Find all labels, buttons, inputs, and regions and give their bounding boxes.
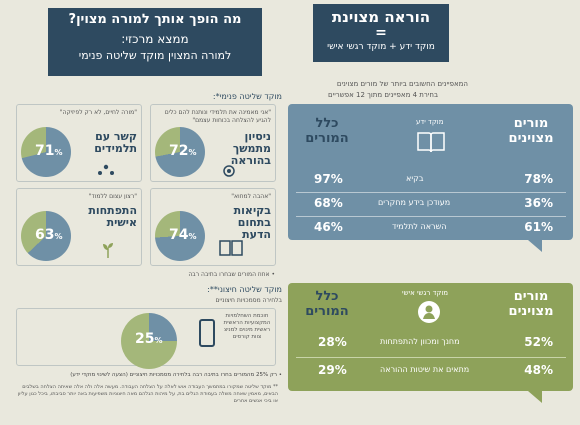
row-divider bbox=[296, 216, 566, 217]
external-description: חוכמת השחלמויות המקצועיות הראשית ראשית מ… bbox=[223, 313, 271, 340]
table-row: 78% בקיא 97% bbox=[288, 170, 573, 192]
internal-card-knowledge: "אהבה למחוא" בקיאות בתחום הדעת 74% bbox=[150, 188, 276, 266]
right-header: הוראה מצוינת = מוקד ידע + מוקד רגשי אישי bbox=[313, 4, 449, 62]
row-all-value: 97% bbox=[314, 172, 343, 186]
card-quote: "רצון עצום ללמוד" bbox=[88, 193, 137, 200]
table-row: 52% מחנך ומכוון להתפתחות 28% bbox=[288, 333, 573, 357]
pie-chart bbox=[121, 313, 177, 369]
card-percentage: 72% bbox=[169, 143, 197, 159]
gear-icon bbox=[221, 163, 237, 183]
table-row: 48% מתאים את שיטות ההוראה 29% bbox=[288, 361, 573, 385]
row-divider bbox=[296, 192, 566, 193]
row-excellent-value: 61% bbox=[524, 220, 553, 234]
knowledge-panel: מורים מצוינים כלל המורים מוקד ידע 78% בק… bbox=[288, 104, 573, 240]
row-excellent-value: 52% bbox=[524, 335, 553, 349]
pie-chart bbox=[21, 127, 71, 177]
row-excellent-value: 78% bbox=[524, 172, 553, 186]
row-label: מתאים את שיטות ההוראה bbox=[380, 365, 470, 374]
external-subtitle: בלחירה מסמכויות חיצוניים bbox=[215, 297, 282, 304]
row-all-value: 46% bbox=[314, 220, 343, 234]
book-icon bbox=[416, 130, 446, 158]
row-label: מחנך ומכוון להתפתחות bbox=[380, 337, 460, 346]
knowledge-panel-tail bbox=[528, 240, 542, 252]
row-label: מעודכן בידע מחקרים bbox=[378, 198, 451, 207]
external-note: • רק 25% מהמורים בחרו בתיבה רבה בלחירה מ… bbox=[70, 372, 282, 378]
external-title: מוקד שליטה חיצוני**: bbox=[207, 285, 282, 294]
emotional-center-label: מוקד רגשי אישי bbox=[402, 289, 449, 297]
internal-card-development: "רצון עצום ללמוד" התפתחות אישית 63% bbox=[16, 188, 142, 266]
card-title: קשר עם תלמידים bbox=[94, 130, 137, 155]
knowledge-rows: 78% בקיא 97% 36% מעודכן בידע מחקרים 68% … bbox=[288, 164, 573, 240]
card-percentage: 63% bbox=[35, 227, 63, 243]
row-all-value: 68% bbox=[314, 196, 343, 210]
internal-card-experience: "אני מאמינה את תלמידי ונותנת להם כלים לה… bbox=[150, 104, 276, 182]
card-quote: "אהבה למחוא" bbox=[231, 193, 271, 200]
intro-line-2: בחירת 4 מאפיינים מתוך 12 אפשריים bbox=[328, 91, 438, 99]
pie-chart bbox=[155, 211, 205, 261]
plant-icon bbox=[101, 241, 115, 263]
card-percentage: 74% bbox=[169, 227, 197, 243]
row-label: בקיא bbox=[406, 174, 424, 183]
row-excellent-value: 36% bbox=[524, 196, 553, 210]
emotional-panel-tail bbox=[528, 391, 542, 403]
left-header-title: מה הופך אותך למורה מצוין? bbox=[68, 12, 242, 27]
left-header: מה הופך אותך למורה מצוין? ממצא מרכזי: למ… bbox=[48, 8, 262, 76]
knowledge-center-label: מוקד ידע bbox=[416, 118, 444, 126]
right-header-subtitle: מוקד ידע + מוקד רגשי אישי bbox=[327, 42, 435, 52]
table-row: 61% השראה לתלמיד 46% bbox=[288, 218, 573, 240]
card-title: בקיאות בתחום הדעת bbox=[233, 204, 271, 241]
external-card: חוכמת השחלמויות המקצועיות הראשית ראשית מ… bbox=[16, 308, 276, 369]
card-percentage: 71% bbox=[35, 143, 63, 159]
external-footnote: ** מוקד שליטה שמקורו במתמשך העבודה אוש ל… bbox=[17, 384, 278, 404]
row-all-value: 29% bbox=[318, 363, 347, 377]
left-header-line-1: ממצא מרכזי: bbox=[121, 32, 189, 46]
phone-icon bbox=[199, 319, 215, 347]
row-divider bbox=[296, 357, 566, 358]
equals-sign: = bbox=[375, 25, 387, 41]
row-label: השראה לתלמיד bbox=[392, 222, 447, 231]
right-header-title: הוראה מצוינת bbox=[331, 8, 431, 26]
internal-card-relationships: "מורה לחיים, לא רק לפיזיקה" קשר עם תלמיד… bbox=[16, 104, 142, 182]
knowledge-col-excellent: מורים מצוינים bbox=[508, 116, 554, 146]
card-quote: "אני מאמינה את תלמידי ונותנת להם כלים לה… bbox=[164, 109, 271, 124]
people-icon bbox=[97, 163, 115, 182]
emotional-panel: מורים מצוינים כלל המורים מוקד רגשי אישי … bbox=[288, 283, 573, 391]
card-title: התפתחות אישית bbox=[88, 204, 137, 229]
row-all-value: 28% bbox=[318, 335, 347, 349]
card-title: ניסיון מתמשך בהוראה bbox=[230, 130, 271, 167]
knowledge-col-all: כלל המורים bbox=[305, 116, 349, 146]
person-icon bbox=[418, 301, 440, 323]
pie-chart bbox=[21, 211, 71, 261]
book-open-icon bbox=[219, 239, 243, 261]
card-quote: "מורה לחיים, לא רק לפיזיקה" bbox=[59, 109, 137, 116]
internal-title: מוקד שליטה פנימי*: bbox=[212, 92, 282, 101]
pie-chart bbox=[155, 127, 205, 177]
emotional-col-all: כלל המורים bbox=[305, 289, 349, 319]
intro-line-1: המאפיינים החשובים ביותר של מורים מצוינים bbox=[336, 80, 468, 88]
internal-footnote: • אחוז המורים שבחרו בתיבה רבה bbox=[188, 271, 275, 278]
row-excellent-value: 48% bbox=[524, 363, 553, 377]
left-header-line-2: למורה המצוין מוקד שליטה פנימי bbox=[78, 49, 232, 62]
emotional-col-excellent: מורים מצוינים bbox=[508, 289, 554, 319]
table-row: 36% מעודכן בידע מחקרים 68% bbox=[288, 194, 573, 216]
external-percentage: 25% bbox=[135, 331, 163, 347]
